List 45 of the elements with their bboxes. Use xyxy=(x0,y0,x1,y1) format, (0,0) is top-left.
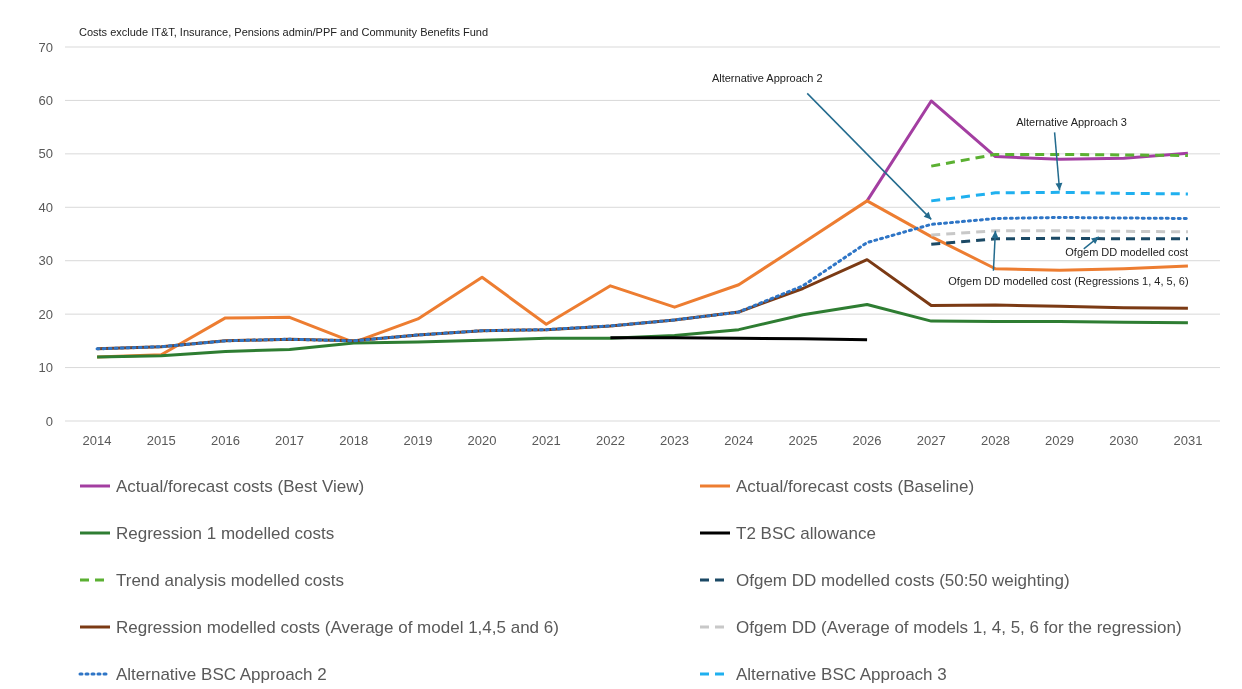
legend-label: Regression modelled costs (Average of model 1,4,5 and 6) xyxy=(116,617,559,637)
legend-label: Actual/forecast costs (Baseline) xyxy=(736,476,975,496)
legend-label: T2 BSC allowance xyxy=(736,523,876,543)
y-tick-label: 10 xyxy=(38,360,53,376)
line-series xyxy=(865,99,1190,203)
y-tick-label: 70 xyxy=(38,39,53,55)
x-tick-label: 2025 xyxy=(788,433,818,448)
legend-label: Ofgem DD modelled costs (50:50 weighting) xyxy=(736,570,1070,590)
x-tick-label: 2028 xyxy=(980,433,1010,448)
x-tick-label: 2026 xyxy=(852,433,882,448)
line-series xyxy=(929,152,1190,168)
x-tick-label: 2018 xyxy=(339,433,369,448)
y-tick-label: 30 xyxy=(38,253,53,269)
legend-label: Regression 1 modelled costs xyxy=(116,523,335,543)
x-tick-label: 2016 xyxy=(210,433,240,448)
annotation: Alternative Approach 3 xyxy=(1016,116,1127,129)
legend-label: Actual/forecast costs (Best View) xyxy=(116,476,365,496)
y-tick-label: 40 xyxy=(38,199,53,215)
y-tick-label: 20 xyxy=(38,306,53,322)
x-tick-label: 2022 xyxy=(595,433,625,448)
legend-label: Ofgem DD (Average of models 1, 4, 5, 6 for the regression) xyxy=(736,617,1182,637)
x-tick-label: 2030 xyxy=(1109,433,1139,448)
y-tick-label: 50 xyxy=(38,146,53,162)
legend-label: Alternative BSC Approach 3 xyxy=(736,664,947,684)
y-tick-label: 60 xyxy=(38,92,53,108)
x-tick-label: 2020 xyxy=(467,433,497,448)
legend-label: Alternative BSC Approach 2 xyxy=(116,664,327,684)
annotation: Alternative Approach 2 xyxy=(711,72,823,85)
line-series xyxy=(929,190,1190,203)
x-tick-label: 2027 xyxy=(916,433,946,448)
x-tick-label: 2019 xyxy=(403,433,433,448)
x-tick-label: 2021 xyxy=(531,433,561,448)
line-series xyxy=(95,303,1190,359)
x-tick-label: 2014 xyxy=(82,433,112,448)
annotation: Ofgem DD modelled cost xyxy=(1065,245,1189,258)
legend-label: Trend analysis modelled costs xyxy=(116,570,345,590)
annotation: Ofgem DD modelled cost (Regressions 1, 4, 5, 6) xyxy=(948,274,1189,287)
x-tick-label: 2017 xyxy=(275,433,305,448)
chart-title: Costs exclude IT&T, Insurance, Pensions admin/PPF and Community Benefits Fund xyxy=(79,26,489,38)
x-tick-label: 2031 xyxy=(1173,433,1203,448)
x-tick-label: 2023 xyxy=(660,433,690,448)
x-tick-label: 2029 xyxy=(1045,433,1075,448)
y-tick-label: 0 xyxy=(45,413,53,429)
x-tick-label: 2015 xyxy=(146,433,176,448)
x-tick-label: 2024 xyxy=(724,433,754,448)
